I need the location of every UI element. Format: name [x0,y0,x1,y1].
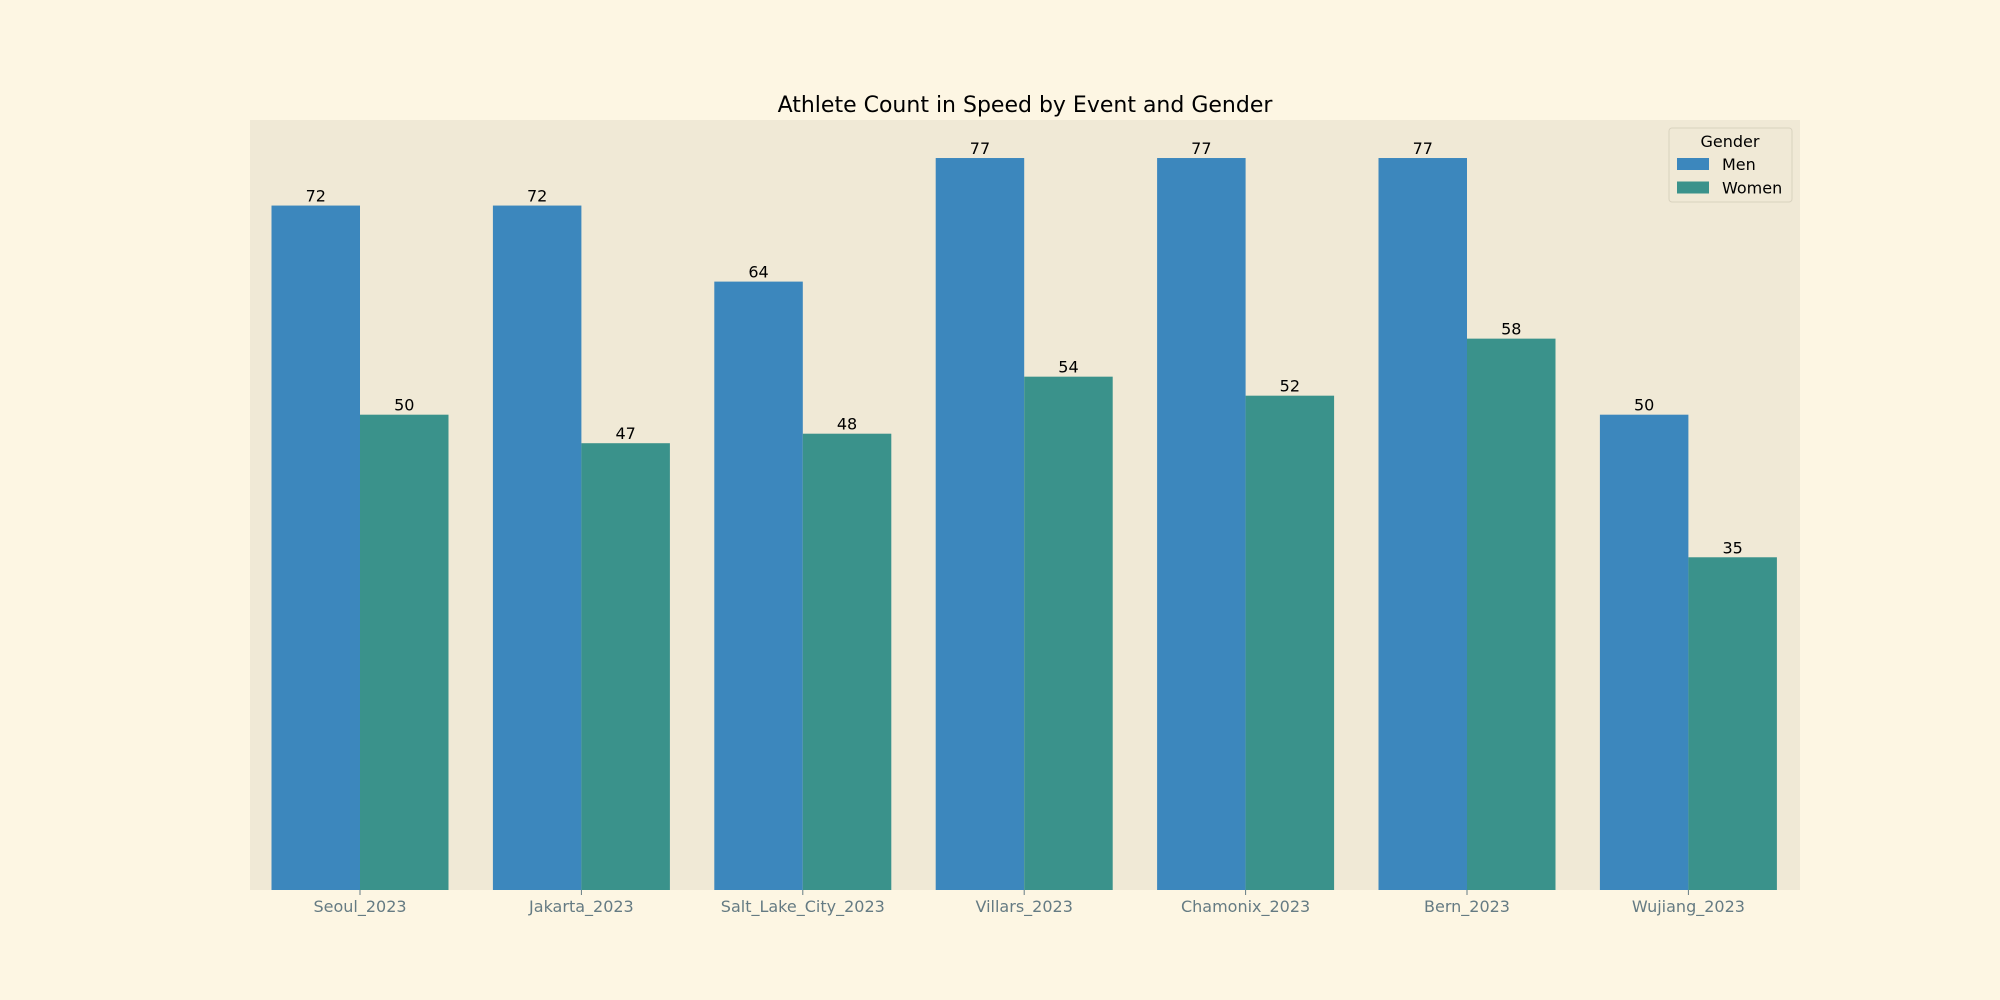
data-label: 47 [615,424,635,443]
bar-men-salt_lake_city_2023 [714,281,803,891]
bar-women-villars_2023 [1024,376,1113,890]
x-tick-label: Bern_2023 [1424,897,1510,917]
bar-women-seoul_2023 [360,414,449,890]
x-axis: Seoul_2023 Jakarta_2023 Salt_Lake_City_202… [313,890,1745,917]
legend-items: Men Women [1677,155,1782,198]
bar-men-jakarta_2023 [492,205,582,890]
legend-title: Gender [1701,132,1760,151]
data-labels-layer: 72 50 72 47 64 48 77 54 77 52 77 58 50 35 [306,139,1743,557]
data-label: 58 [1501,320,1521,339]
bar-women-bern_2023 [1467,338,1556,890]
bar-women-chamonix_2023 [1245,395,1335,890]
bar-men-chamonix_2023 [1157,158,1246,890]
bar-men-seoul_2023 [271,205,360,890]
legend-label-women: Women [1722,179,1782,198]
x-tick-label: Jakarta_2023 [528,897,634,917]
bars-layer [271,158,1777,891]
bar-women-wujiang_2023 [1688,557,1777,890]
data-label: 72 [306,187,326,206]
legend-swatch-men [1677,158,1709,170]
data-label: 77 [1191,139,1211,158]
data-label: 54 [1058,358,1078,377]
bar-women-salt_lake_city_2023 [802,433,892,890]
legend: Gender Men Women [1668,127,1793,203]
chart-title: Athlete Count in Speed by Event and Gend… [778,93,1274,118]
bar-women-jakarta_2023 [581,443,670,890]
data-label: 77 [1413,139,1433,158]
data-label: 52 [1280,377,1300,396]
x-tick-label: Salt_Lake_City_2023 [721,897,885,917]
bar-men-wujiang_2023 [1599,414,1689,890]
data-label: 64 [748,263,768,282]
x-tick-label: Villars_2023 [976,897,1073,917]
legend-label-men: Men [1722,155,1756,174]
x-tick-label: Wujiang_2023 [1632,897,1745,917]
data-label: 50 [394,396,414,415]
legend-swatch-women [1677,181,1709,194]
bar-men-bern_2023 [1378,158,1467,890]
x-tick-label: Seoul_2023 [313,897,406,917]
x-tick-label: Chamonix_2023 [1181,897,1310,917]
data-label: 50 [1634,396,1654,415]
bar-men-villars_2023 [935,158,1025,890]
data-label: 35 [1722,538,1742,557]
data-label: 77 [970,139,990,158]
data-label: 72 [527,187,547,206]
data-label: 48 [837,415,857,434]
